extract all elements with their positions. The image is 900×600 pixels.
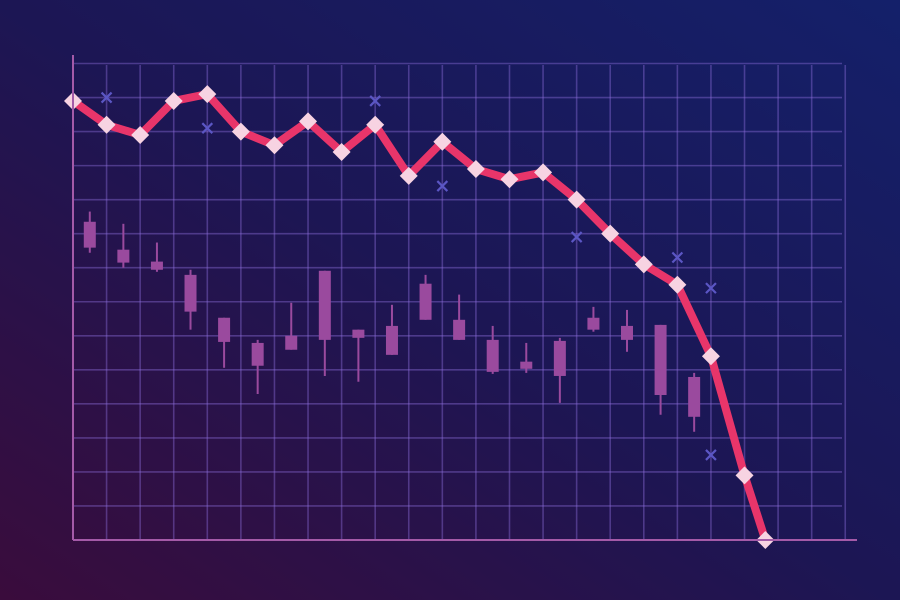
marker <box>433 132 452 151</box>
marker <box>299 112 318 131</box>
marker <box>500 170 519 189</box>
candle-body <box>150 261 163 270</box>
candle-body <box>318 270 331 340</box>
marker <box>231 122 250 141</box>
candle-body <box>251 342 264 366</box>
marker <box>164 91 183 110</box>
marker <box>701 347 720 366</box>
candle-body <box>621 325 634 340</box>
crosses <box>100 91 717 461</box>
candle-body <box>184 274 197 312</box>
candle-body <box>688 376 701 417</box>
candle-body <box>486 339 499 372</box>
candle-body <box>654 324 667 396</box>
marker <box>97 115 116 134</box>
cross-point <box>570 231 583 243</box>
cross-point <box>100 91 113 104</box>
cross-point <box>436 180 449 192</box>
marker <box>601 224 620 243</box>
candle-body <box>453 319 466 340</box>
candle-body <box>419 283 432 320</box>
candle-body <box>218 317 231 342</box>
candle-body <box>587 317 600 330</box>
cross-point <box>671 251 684 264</box>
candle-body <box>352 329 365 338</box>
marker <box>332 143 351 161</box>
candle-body <box>117 249 130 263</box>
marker <box>534 163 553 182</box>
marker <box>366 115 385 134</box>
marker <box>265 136 284 155</box>
candle-body <box>520 361 533 369</box>
candle-body <box>285 335 298 350</box>
marker <box>198 85 217 104</box>
marker <box>735 466 754 485</box>
grid <box>72 62 847 541</box>
cross-point <box>369 95 381 107</box>
cross-point <box>705 282 717 294</box>
cross-point <box>705 449 717 461</box>
cross-point <box>201 122 214 134</box>
candle-body <box>385 325 398 355</box>
marker <box>634 255 653 274</box>
marker <box>567 190 586 209</box>
candles <box>83 211 701 432</box>
marker <box>131 125 150 144</box>
line-layer <box>64 85 775 549</box>
marker <box>466 160 485 179</box>
marker <box>399 166 418 185</box>
candle-body <box>553 340 566 376</box>
candle-body <box>83 221 96 248</box>
marker <box>668 275 687 294</box>
line <box>70 89 770 542</box>
